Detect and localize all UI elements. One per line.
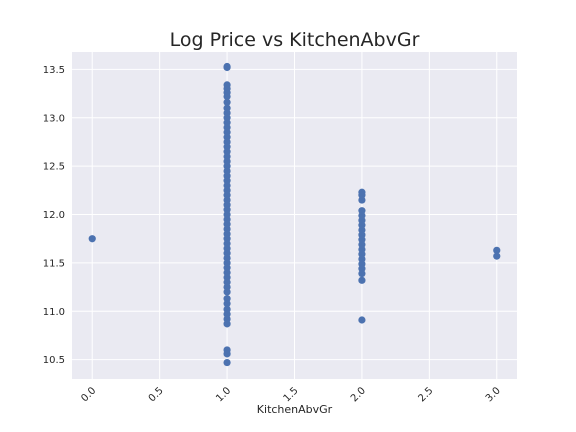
- data-point: [223, 92, 231, 101]
- data-point: [88, 235, 96, 243]
- data-point: [223, 320, 231, 328]
- data-point: [358, 269, 366, 278]
- x-tick-label: 0.5: [147, 385, 166, 404]
- x-tick-label: 1.5: [282, 385, 301, 404]
- data-point: [223, 63, 231, 72]
- y-tick-label: 13.5: [43, 65, 65, 76]
- data-point: [493, 252, 501, 260]
- y-tick-label: 12.5: [43, 162, 65, 173]
- data-point: [358, 276, 366, 284]
- x-tick-label: 1.0: [214, 385, 233, 404]
- data-point: [493, 246, 501, 254]
- data-point: [223, 299, 231, 308]
- y-tick-label: 12.0: [43, 210, 65, 221]
- y-tick-label: 11.0: [43, 307, 65, 318]
- x-axis-label: KitchenAbvGr: [257, 403, 333, 416]
- data-points: [88, 62, 501, 367]
- x-tick-label: 2.5: [416, 385, 435, 404]
- y-tick-label: 13.0: [43, 113, 65, 124]
- data-point: [223, 350, 231, 358]
- chart-title: Log Price vs KitchenAbvGr: [170, 29, 420, 51]
- y-tick-label: 11.5: [43, 258, 65, 269]
- data-point: [358, 196, 366, 204]
- x-tick-label: 0.0: [79, 385, 98, 404]
- data-point: [223, 98, 231, 106]
- x-tick-label: 2.0: [349, 385, 368, 404]
- x-tick-label: 3.0: [484, 385, 503, 404]
- data-point: [223, 288, 231, 296]
- y-tick-label: 10.5: [43, 355, 65, 366]
- data-point: [358, 316, 366, 324]
- data-point: [223, 358, 231, 367]
